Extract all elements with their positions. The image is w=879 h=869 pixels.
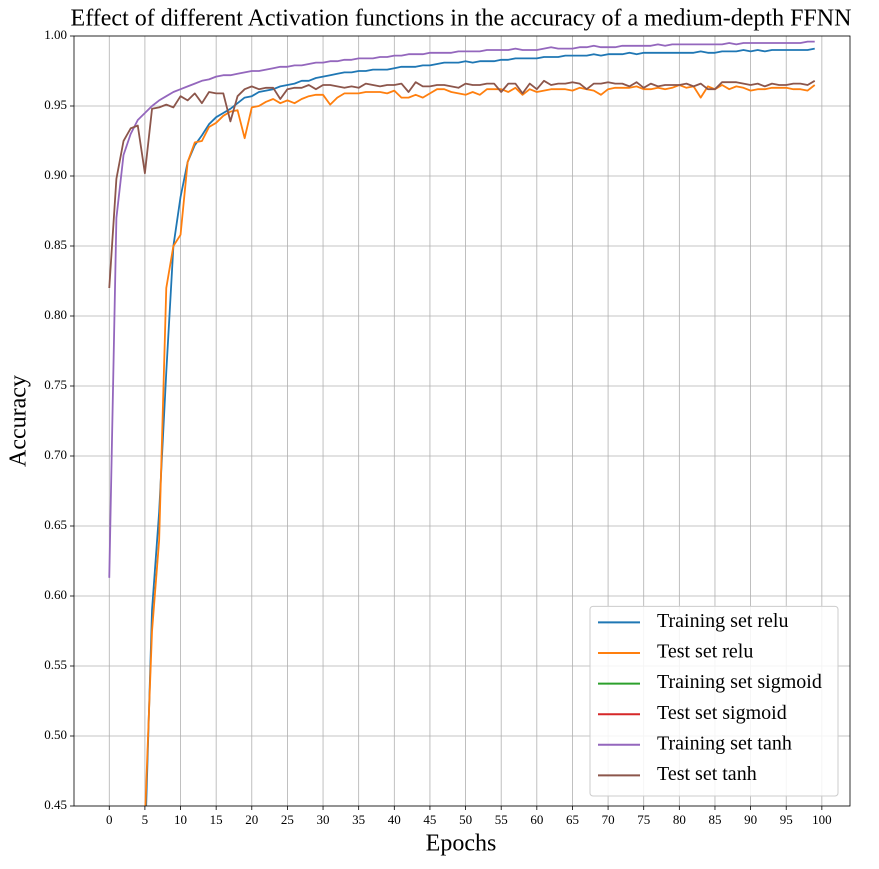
chart-title: Effect of different Activation functions… <box>71 6 852 32</box>
y-tick-label: 0.45 <box>44 797 67 812</box>
legend: Training set relu Test set relu Training s… <box>589 605 839 797</box>
legend-label: Training set tanh <box>657 732 792 754</box>
y-tick-label: 1.00 <box>44 27 67 42</box>
x-tick-label: 10 <box>174 812 187 827</box>
x-tick-label: 25 <box>281 812 294 827</box>
y-tick-label: 0.80 <box>44 307 67 322</box>
x-tick-label: 45 <box>423 812 436 827</box>
x-tick-label: 85 <box>708 812 721 827</box>
plot-frame <box>73 35 851 807</box>
series-line <box>108 79 816 289</box>
legend-label: Training set relu <box>657 610 788 632</box>
series-line <box>144 84 816 806</box>
legend-label: Test set sigmoid <box>657 702 787 724</box>
x-tick-label: 70 <box>602 812 615 827</box>
y-tick-label: 0.95 <box>44 97 67 112</box>
series-line <box>108 40 815 578</box>
x-tick-label: 75 <box>637 812 650 827</box>
y-tick-label: 0.90 <box>44 167 67 182</box>
x-tick-label: 50 <box>459 812 472 827</box>
legend-label: Training set sigmoid <box>657 671 822 693</box>
x-tick-label: 60 <box>530 812 543 827</box>
x-tick-label: 40 <box>388 812 401 827</box>
y-tick-label: 0.65 <box>44 517 67 532</box>
x-tick-label: 0 <box>106 812 113 827</box>
x-tick-label: 20 <box>245 812 258 827</box>
y-tick-label: 0.60 <box>44 587 67 602</box>
legend-label: Test set tanh <box>657 763 757 785</box>
x-tick-label: 80 <box>673 812 686 827</box>
y-axis-label: Accuracy <box>6 375 32 467</box>
plot-lines <box>108 40 816 806</box>
legend-box <box>589 605 839 797</box>
y-tick-label: 0.75 <box>44 377 67 392</box>
x-tick-label: 95 <box>780 812 793 827</box>
x-tick-label: 65 <box>566 812 579 827</box>
legend-label: Test set relu <box>657 641 753 663</box>
x-tick-label: 35 <box>352 812 365 827</box>
x-tick-label: 90 <box>744 812 757 827</box>
y-tick-label: 0.50 <box>44 727 67 742</box>
x-tick-label: 15 <box>210 812 223 827</box>
y-tick-label: 0.85 <box>44 237 67 252</box>
x-tick-label: 30 <box>317 812 330 827</box>
x-axis-label: Epochs <box>426 831 497 857</box>
x-tick-label: 100 <box>812 812 832 827</box>
y-tick-label: 0.70 <box>44 447 67 462</box>
x-tick-label: 5 <box>142 812 149 827</box>
y-tick-label: 0.55 <box>44 657 67 672</box>
x-tick-label: 55 <box>495 812 508 827</box>
